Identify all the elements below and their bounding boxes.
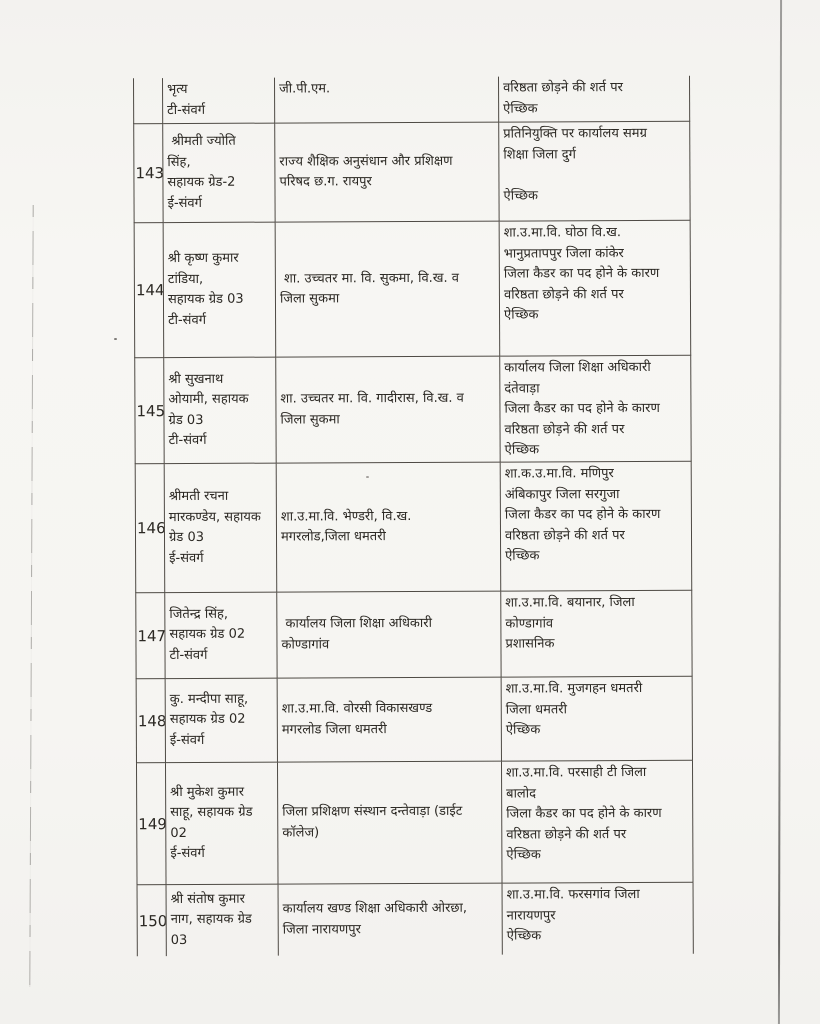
table-row: 143 श्रीमती ज्योति सिंह, सहायक ग्रेड-2 ई… [133,121,691,224]
new-posting-cell: शा.उ.मा.वि. परसाही टी जिला बालोद जिला कै… [501,760,694,884]
new-posting-cell: कार्यालय जिला शिक्षा अधिकारी दंतेवाड़ा ज… [500,355,692,463]
new-posting-cell: शा.उ.मा.वि. घोठा वि.ख. भानुप्रतापपुर जिल… [499,220,692,357]
name-cell: श्री कृष्ण कुमार टांडिया, सहायक ग्रेड 03… [163,222,277,359]
present-posting-cell: राज्य शैक्षिक अनुसंधान और प्रशिक्षण परिष… [275,122,500,223]
present-posting-cell: कार्यालय जिला शिक्षा अधिकारी कोण्डागांव [277,591,502,679]
new-posting-cell: शा.उ.मा.वि. बयानार, जिला कोण्डागांव प्रश… [501,590,693,678]
present-posting-cell: कार्यालय खण्ड शिक्षा अधिकारी ओरछा, जिला … [278,883,503,956]
table-row: 149 श्री मुकेश कुमार साहू, सहायक ग्रेड 0… [135,760,694,886]
name-cell: कु. मन्दीपा साहू, सहायक ग्रेड 02 ई-संवर्… [165,678,278,764]
serial-cell [133,78,164,125]
serial-cell: 144 [133,223,165,359]
table-row: 144 श्री कृष्ण कुमार टांडिया, सहायक ग्रे… [133,220,692,359]
present-posting-cell: शा.उ.मा.वि. वोरसी विकासखण्ड मगरलोड जिला … [277,677,502,763]
table-row: 150 श्री संतोष कुमार नाग, सहायक ग्रेड 03… [136,882,694,957]
present-posting-cell: शा. उच्चतर मा. वि. सुकमा, वि.ख. व जिला स… [275,221,501,358]
serial-cell: 148 [135,679,166,764]
serial-cell: 145 [134,358,165,465]
new-posting-cell: शा.क.उ.मा.वि. मणिपुर अंबिकापुर जिला सरगु… [500,461,693,592]
table-row-partial: भृत्य टी-संवर्ग जी.पी.एम. वरिष्ठता छोड़न… [133,75,691,125]
new-posting-cell: शा.उ.मा.वि. फरसगांव जिला नारायणपुर ऐच्छि… [502,882,694,955]
serial-cell: 143 [133,124,164,224]
table-row: 147 जितेन्द्र सिंह, सहायक ग्रेड 02 टी-सं… [135,590,693,680]
name-cell: श्री सुखनाथ ओयामी, सहायक ग्रेड 03 टी-संव… [164,357,277,465]
name-cell: श्रीमती ज्योति सिंह, सहायक ग्रेड-2 ई-संव… [163,123,276,224]
table-row: 148 कु. मन्दीपा साहू, सहायक ग्रेड 02 ई-स… [135,676,693,764]
name-cell: भृत्य टी-संवर्ग [163,77,276,125]
table-row: 146 श्रीमती रचना मारकण्डेय, सहायक ग्रेड … [134,461,693,594]
new-posting-cell: शा.उ.मा.वि. मुजगहन धमतरी जिला धमतरी ऐच्छ… [501,676,693,762]
new-posting-cell: वरिष्ठता छोड़ने की शर्त पर ऐच्छिक [498,75,691,123]
fold-crease-line [29,205,35,987]
name-cell: श्री संतोष कुमार नाग, सहायक ग्रेड 03 [166,884,279,957]
table-row: 145 श्री सुखनाथ ओयामी, सहायक ग्रेड 03 टी… [134,355,692,465]
scan-speck [114,338,117,340]
name-cell: श्री मुकेश कुमार साहू, सहायक ग्रेड 02 ई-… [165,762,279,886]
serial-cell: 147 [135,593,166,680]
scan-speck [366,476,369,478]
new-posting-cell: प्रतिनियुक्ति पर कार्यालय समग्र शिक्षा ज… [499,121,691,222]
serial-cell: 146 [134,464,166,594]
present-posting-cell: जी.पी.एम. [275,76,500,124]
present-posting-cell: शा.उ.मा.वि. भेण्डरी, वि.ख. मगरलोड,जिला ध… [276,462,502,593]
page-edge-line [777,0,783,1024]
name-cell: जितेन्द्र सिंह, सहायक ग्रेड 02 टी-संवर्ग [165,592,278,680]
serial-cell: 150 [136,885,167,957]
transfer-table: भृत्य टी-संवर्ग जी.पी.एम. वरिष्ठता छोड़न… [133,75,694,957]
present-posting-cell: शा. उच्चतर मा. वि. गादीरास, वि.ख. व जिला… [276,356,501,464]
name-cell: श्रीमती रचना मारकण्डेय, सहायक ग्रेड 03 ई… [164,463,278,594]
present-posting-cell: जिला प्रशिक्षण संस्थान दन्तेवाड़ा (डाईट … [277,761,503,885]
serial-cell: 149 [135,763,167,886]
